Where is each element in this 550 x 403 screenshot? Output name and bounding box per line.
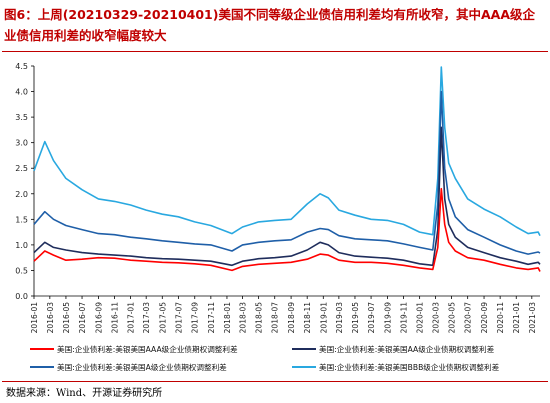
x-tick-label: 2020-09 [480,302,489,334]
series-line-aaa [33,187,541,272]
y-tick-label: 0.0 [15,292,28,301]
y-tick-label: 4.5 [15,62,28,71]
y-tick-label: 3.5 [15,113,28,122]
title-divider [2,51,548,52]
x-tick-label: 2020-01 [416,302,425,334]
x-tick-label: 2018-01 [223,302,232,334]
x-tick-label: 2020-05 [448,302,457,334]
source-divider [2,381,548,382]
x-tick-label: 2016-11 [111,302,120,334]
y-axis: 0.0 0.5 1.0 1.5 2.0 2.5 3.0 3.5 4.0 4.5 [15,62,35,301]
legend-label-bbb: 美国:企业债利差:美银美国BBB级企业债期权调整利差 [319,362,500,372]
y-tick-label: 1.5 [15,215,28,224]
x-tick-label: 2016-09 [94,302,103,334]
legend-item-bbb: 美国:企业债利差:美银美国BBB级企业债期权调整利差 [292,360,499,374]
x-tick-label: 2020-03 [431,302,440,334]
x-tick-label: 2017-03 [142,302,151,334]
x-tick-label: 2019-05 [351,302,360,334]
legend-label-aa: 美国:企业债利差:美银美国AA级企业债期权调整利差 [319,344,495,354]
legend-swatch-a [30,366,54,368]
x-tick-label: 2021-01 [512,302,521,334]
x-axis: 2016-01 2016-03 2016-05 2016-07 2016-09 2016-… [30,295,540,334]
y-tick-label: 2.0 [15,190,28,199]
series-line-bbb [33,66,541,237]
legend-item-aa: 美国:企业债利差:美银美国AA级企业债期权调整利差 [292,342,494,356]
source-note: 数据来源：Wind、开源证券研究所 [6,388,163,399]
x-tick-label: 2019-01 [319,302,328,334]
x-tick-label: 2017-09 [191,302,200,334]
x-tick-label: 2017-01 [127,302,136,334]
x-tick-label: 2018-09 [287,302,296,334]
series-line-a [33,90,541,255]
y-tick-label: 4.0 [15,88,28,97]
legend-item-aaa: 美国:企业债利差:美银美国AAA级企业债期权调整利差 [30,342,238,356]
y-tick-label: 3.0 [15,139,28,148]
legend-label-a: 美国:企业债利差:美银美国A级企业债期权调整利差 [57,362,227,372]
x-tick-label: 2020-07 [464,302,473,334]
legend-item-a: 美国:企业债利差:美银美国A级企业债期权调整利差 [30,360,227,374]
x-tick-label: 2016-01 [30,302,39,334]
x-tick-label: 2018-07 [271,302,280,334]
x-tick-label: 2018-03 [239,302,248,334]
x-tick-label: 2019-11 [400,302,409,334]
x-tick-label: 2016-05 [62,302,71,334]
x-tick-label: 2019-07 [367,302,376,334]
legend-swatch-aa [292,348,316,350]
x-tick-label: 2017-11 [207,302,216,334]
y-tick-label: 0.5 [15,266,28,275]
x-tick-label: 2018-05 [255,302,264,334]
y-tick-label: 1.0 [15,241,28,250]
y-tick-label: 2.5 [15,164,28,173]
series-line-aa [33,126,541,267]
line-chart: 0.00.51.01.52.02.53.03.54.04.5 2016-01 20… [15,62,541,334]
x-tick-label: 2017-07 [174,302,183,334]
x-tick-label: 2021-03 [528,302,537,334]
legend-swatch-aaa [30,348,54,350]
legend-label-aaa: 美国:企业债利差:美银美国AAA级企业债期权调整利差 [57,344,238,354]
x-tick-label: 2017-05 [158,302,167,334]
x-tick-label: 2016-03 [46,302,55,334]
legend-swatch-bbb [292,366,316,368]
series-lines [33,66,541,272]
x-tick-label: 2018-11 [303,302,312,334]
x-tick-label: 2020-11 [496,302,505,334]
x-tick-label: 2019-09 [383,302,392,334]
figure-title: 图6：上周(20210329-20210401)美国不同等级企业债信用利差均有所… [4,7,535,43]
x-tick-label: 2019-03 [335,302,344,334]
x-tick-label: 2016-07 [78,302,87,334]
